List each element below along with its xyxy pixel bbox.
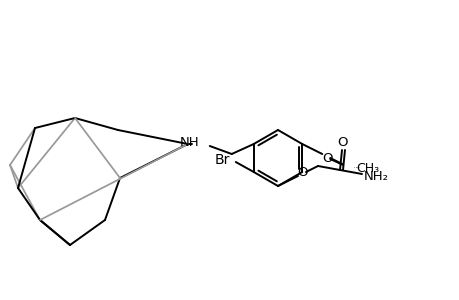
Text: O: O — [337, 136, 347, 149]
Text: NH₂: NH₂ — [363, 170, 388, 184]
Text: O: O — [353, 167, 355, 169]
Text: O: O — [321, 152, 332, 164]
Text: CH₃: CH₃ — [355, 161, 379, 175]
Text: Br: Br — [215, 153, 230, 167]
Text: O: O — [297, 167, 308, 179]
Text: NH: NH — [180, 136, 199, 148]
Text: methyl: methyl — [355, 167, 360, 168]
